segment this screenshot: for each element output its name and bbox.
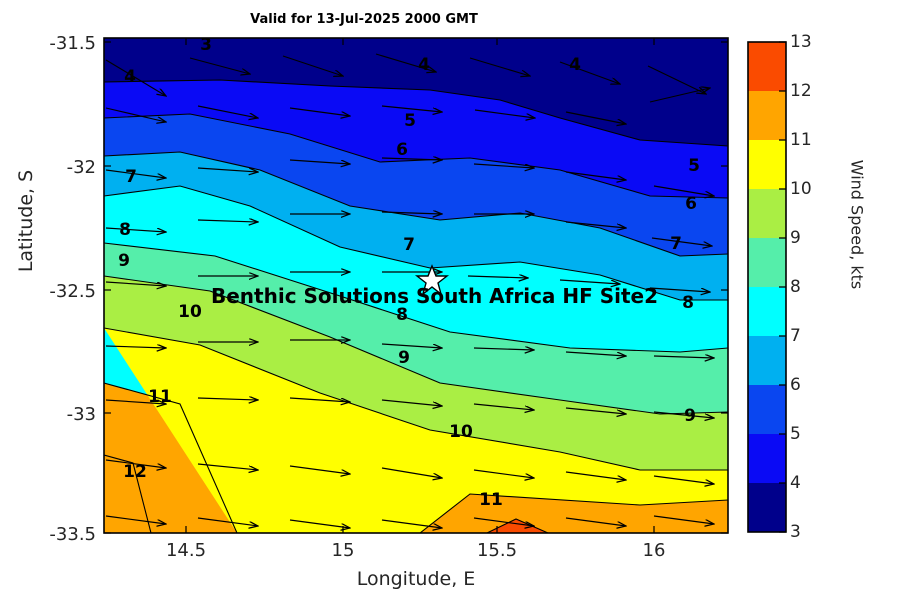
contour-line-9 — [104, 275, 728, 415]
contour-line-7 — [104, 185, 728, 301]
colorbar-tick-label-7: 7 — [790, 326, 801, 346]
colorbar-tick-label-13: 13 — [790, 32, 812, 52]
colorbar-tick-label-9: 9 — [790, 228, 801, 248]
colorbar-band-4 — [748, 483, 786, 533]
colorbar-band-7 — [748, 336, 786, 386]
contour-label-8-13: 8 — [682, 293, 694, 313]
contour-band-11-12 — [104, 383, 237, 533]
y-tick-label-2: -32.5 — [49, 281, 96, 302]
colorbar-tick-label-5: 5 — [790, 424, 801, 444]
contour-band-10-11 — [104, 328, 728, 533]
contour-label-7-8: 7 — [125, 167, 137, 187]
contour-label-9-16: 9 — [684, 406, 696, 426]
site-marker-group: Benthic Solutions South Africa HF Site2 — [211, 264, 658, 308]
contour-label-6-7: 6 — [685, 194, 697, 214]
contour-line-11b — [237, 493, 728, 533]
colorbar-tick-label-3: 3 — [790, 522, 801, 542]
contour-line-12 — [104, 454, 152, 533]
colorbar-band-8 — [748, 287, 786, 337]
contour-label-8-11: 8 — [119, 220, 131, 240]
colorbar-tick-label-10: 10 — [790, 179, 812, 199]
contour-band-7-8 — [104, 186, 728, 352]
contour-label-11-19: 11 — [148, 387, 172, 407]
plot-border — [103, 37, 729, 534]
contour-label-11-20: 11 — [479, 490, 503, 510]
colorbar[interactable] — [747, 41, 787, 533]
axis-ticks — [104, 38, 728, 534]
colorbar-band-9 — [748, 238, 786, 288]
contour-label-6-6: 6 — [396, 140, 408, 160]
contour-band-8-9 — [104, 243, 728, 414]
colorbar-tick-label-4: 4 — [790, 473, 801, 493]
x-tick-label-1: 15 — [331, 540, 355, 561]
colorbar-tick-label-11: 11 — [790, 130, 812, 150]
colorbar-band-10 — [748, 189, 786, 239]
contour-label-12-21: 12 — [123, 462, 147, 482]
y-tick-label-1: -32 — [66, 157, 96, 178]
contour-band-6-7 — [104, 152, 728, 300]
colorbar-band-11 — [748, 140, 786, 190]
colorbar-tick-label-8: 8 — [790, 277, 801, 297]
x-tick-label-3: 16 — [642, 540, 666, 561]
contour-label-7-9: 7 — [403, 235, 415, 255]
contour-line-11 — [104, 382, 238, 533]
star-marker — [414, 264, 450, 296]
contour-line-10 — [104, 327, 728, 471]
colorbar-band-5 — [748, 434, 786, 484]
contour-label-9-15: 9 — [398, 348, 410, 368]
contour-label-10-17: 10 — [178, 302, 202, 322]
contour-label-8-12: 8 — [396, 305, 408, 325]
contour-band-5-6 — [104, 114, 728, 256]
colorbar-tick-label-6: 6 — [790, 375, 801, 395]
site-label: Benthic Solutions South Africa HF Site2 — [211, 284, 658, 308]
contour-band-12-plus-lower — [487, 519, 548, 533]
x-tick-label-2: 15.5 — [476, 540, 518, 561]
colorbar-band-13 — [748, 42, 786, 92]
contour-label-5-5: 5 — [688, 156, 700, 176]
chart-title: Valid for 13-Jul-2025 2000 GMT — [250, 12, 478, 27]
contour-label-7-10: 7 — [670, 234, 682, 254]
contour-line-4 — [104, 79, 728, 147]
y-tick-label-0: -31.5 — [49, 33, 96, 54]
colorbar-band-12 — [748, 91, 786, 141]
contour-line-6 — [104, 151, 728, 257]
colorbar-tick-label-12: 12 — [790, 81, 812, 101]
y-tick-label-4: -33.5 — [49, 524, 96, 545]
wind-arrow-layer — [105, 53, 714, 528]
contour-line-8 — [104, 242, 728, 353]
x-axis-label: Longitude, E — [356, 568, 476, 590]
contour-label-9-14: 9 — [118, 251, 130, 271]
colorbar-band-6 — [748, 385, 786, 435]
contour-label-4-3: 4 — [569, 55, 581, 75]
y-tick-label-3: -33 — [66, 404, 96, 425]
contour-band-3-4 — [104, 38, 728, 146]
contour-band-4-5 — [104, 80, 728, 198]
contour-label-10-18: 10 — [449, 422, 473, 442]
x-tick-label-0: 14.5 — [165, 540, 207, 561]
contour-label-5-4: 5 — [404, 111, 416, 131]
contour-label-4-1: 4 — [124, 67, 136, 87]
contour-label-4-2: 4 — [418, 55, 430, 75]
contour-label-3-0: 3 — [200, 35, 212, 55]
